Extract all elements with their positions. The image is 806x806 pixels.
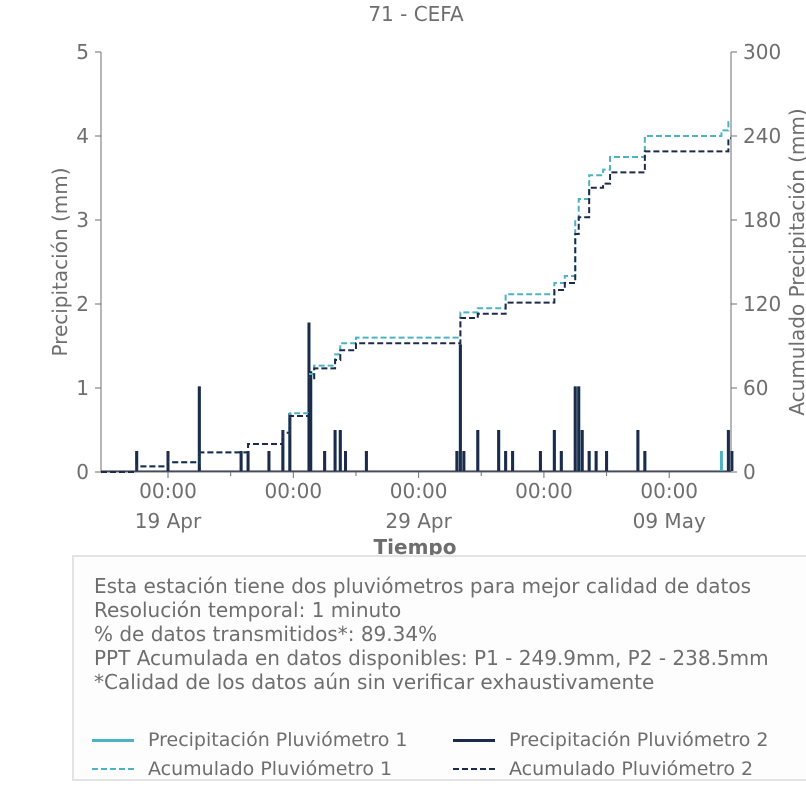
- info-line-transmitted: % de datos transmitidos*: 89.34%: [94, 622, 438, 646]
- y-left-tick-label: 4: [76, 124, 89, 148]
- x-tick-label: 00:00: [390, 479, 448, 503]
- x-tick-date-label: 19 Apr: [135, 509, 202, 533]
- legend-item-precip-p1: Precipitación Pluviómetro 1: [92, 729, 408, 751]
- legend-swatch-precip-p2: [453, 738, 495, 742]
- y-left-tick-label: 1: [76, 376, 89, 400]
- legend-item-accum-p1: Acumulado Pluviómetro 1: [92, 758, 392, 780]
- y-right-axis-label: Acumulado Precipitación (mm): [785, 108, 806, 415]
- y-left-tick-label: 2: [76, 292, 89, 316]
- x-tick-label: 00:00: [515, 479, 573, 503]
- y-left-tick-label: 5: [76, 40, 89, 64]
- legend-item-precip-p2: Precipitación Pluviómetro 2: [453, 729, 769, 751]
- info-line-quality-note: *Calidad de los datos aún sin verificar …: [94, 670, 655, 694]
- y-left-tick-label: 3: [76, 208, 89, 232]
- precipitation-chart: 71 - CEFA 0 1 2 3 4 5 0 60 120 180 240 300 Precipitac…: [48, 2, 806, 559]
- legend-label: Precipitación Pluviómetro 2: [509, 729, 769, 751]
- y-right-tick-label: 300: [743, 40, 781, 64]
- y-right-tick-label: 120: [743, 292, 781, 316]
- x-tick-label: 00:00: [139, 479, 197, 503]
- legend: Precipitación Pluviómetro 1 Precipitació…: [92, 729, 806, 789]
- cumulative-line-2: [101, 137, 731, 473]
- x-tick-date-label: 29 Apr: [385, 509, 452, 533]
- info-line-stations: Esta estación tiene dos pluviómetros par…: [94, 574, 752, 598]
- legend-swatch-accum-p1: [92, 768, 134, 770]
- legend-label: Acumulado Pluviómetro 1: [148, 758, 393, 780]
- info-lines: Esta estación tiene dos pluviómetros par…: [94, 574, 769, 694]
- x-tick-date-label: 09 May: [633, 509, 706, 533]
- legend-label: Acumulado Pluviómetro 2: [509, 758, 754, 780]
- chart-title: 71 - CEFA: [368, 2, 464, 26]
- y-right-tick-label: 240: [743, 124, 781, 148]
- legend-label: Precipitación Pluviómetro 1: [148, 729, 408, 751]
- legend-swatch-accum-p2: [453, 768, 495, 770]
- info-line-accumulated: PPT Acumulada en datos disponibles: P1 -…: [94, 646, 769, 670]
- x-tick-label: 00:00: [264, 479, 322, 503]
- y-left-axis-label: Precipitación (mm): [48, 167, 72, 356]
- info-line-resolution: Resolución temporal: 1 minuto: [94, 598, 402, 622]
- cumulative-line-1: [101, 121, 731, 473]
- y-right-tick-label: 180: [743, 208, 781, 232]
- info-box: Esta estación tiene dos pluviómetros par…: [72, 555, 806, 781]
- y-right-tick-label: 0: [743, 460, 756, 484]
- x-tick-label: 00:00: [640, 479, 698, 503]
- legend-swatch-precip-p1: [92, 738, 134, 742]
- y-right-tick-label: 60: [743, 376, 768, 400]
- y-left-tick-label: 0: [76, 460, 89, 484]
- legend-item-accum-p2: Acumulado Pluviómetro 2: [453, 758, 753, 780]
